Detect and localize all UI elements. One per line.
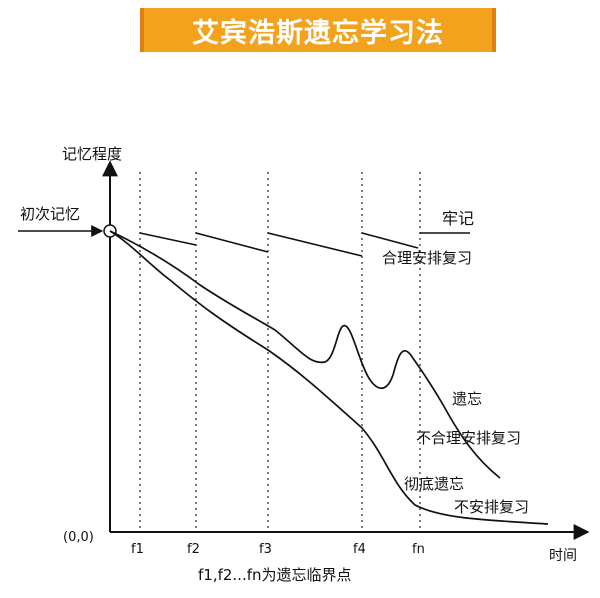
x-axis-label: 时间 bbox=[549, 548, 577, 564]
label-forget: 遗忘 bbox=[452, 390, 482, 408]
initial-memory-label: 初次记忆 bbox=[20, 205, 80, 223]
y-axis-label: 记忆程度 bbox=[62, 145, 122, 163]
label-review-well: 合理安排复习 bbox=[382, 249, 472, 267]
curve-no-review bbox=[109, 230, 549, 525]
tick-label: fn bbox=[412, 542, 425, 557]
origin-label: (0,0) bbox=[63, 530, 94, 545]
title-banner: 艾宾浩斯遗忘学习法 bbox=[140, 8, 496, 52]
caption: f1,f2...fn为遗忘临界点 bbox=[198, 566, 352, 584]
label-forget-completely: 彻底遗忘 bbox=[404, 475, 464, 493]
label-no-review: 不安排复习 bbox=[454, 498, 529, 516]
critical-point-lines bbox=[139, 172, 421, 532]
curve-review-poor bbox=[109, 230, 501, 479]
curve-review-well bbox=[139, 232, 470, 257]
page-title: 艾宾浩斯遗忘学习法 bbox=[192, 17, 444, 49]
label-review-poor: 不合理安排复习 bbox=[416, 429, 521, 447]
tick-label: f4 bbox=[353, 542, 366, 557]
tick-label: f3 bbox=[259, 542, 272, 557]
tick-label: f1 bbox=[131, 542, 144, 557]
tick-label: f2 bbox=[187, 542, 200, 557]
label-remember: 牢记 bbox=[442, 209, 474, 228]
